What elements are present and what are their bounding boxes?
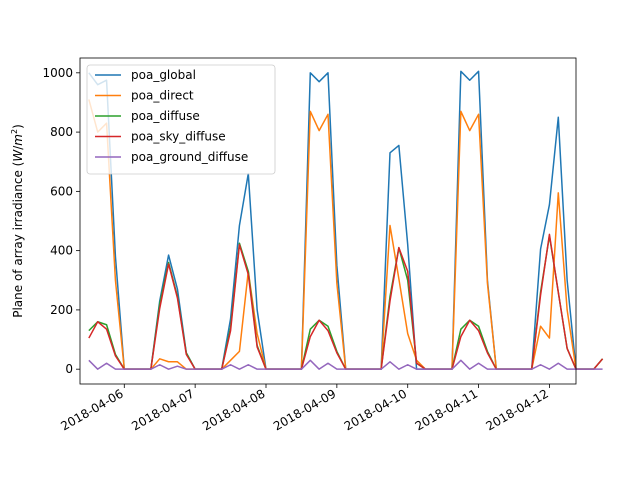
- x-tick-label: 2018-04-09: [271, 386, 338, 433]
- x-tick-label: 2018-04-11: [413, 386, 480, 433]
- y-tick-label: 0: [65, 362, 73, 376]
- x-tick-label: 2018-04-12: [484, 386, 551, 433]
- y-axis: 0 200 400 600 800 1000: [42, 66, 80, 376]
- y-tick-label: 1000: [42, 66, 73, 80]
- x-tick-label: 2018-04-08: [200, 386, 267, 433]
- y-tick-label: 200: [50, 303, 73, 317]
- x-tick-label: 2018-04-06: [58, 386, 125, 433]
- y-axis-label: Plane of array irradiance (W/m2): [10, 124, 25, 318]
- legend-label: poa_direct: [131, 89, 194, 103]
- y-tick-label: 600: [50, 184, 73, 198]
- legend-box: [86, 64, 276, 175]
- legend-label: poa_sky_diffuse: [131, 130, 226, 144]
- x-tick-label: 2018-04-10: [342, 386, 409, 433]
- series-lines: [88, 70, 604, 370]
- series-line-poa-sky-diffuse: [88, 233, 604, 370]
- legend: poa_global poa_direct poa_diffuse poa_sky_d…: [86, 64, 276, 175]
- series-line-poa-diffuse: [88, 235, 604, 370]
- series-line-poa-ground-diffuse: [88, 359, 603, 370]
- x-axis: 2018-04-06 2018-04-07 2018-04-08 2018-04-09…: [58, 384, 551, 433]
- plot-frame: [79, 57, 577, 385]
- y-tick-label: 400: [50, 244, 73, 258]
- legend-label: poa_ground_diffuse: [131, 150, 248, 164]
- x-tick-label: 2018-04-07: [129, 386, 196, 433]
- legend-label: poa_global: [131, 68, 196, 82]
- y-tick-label: 800: [50, 125, 73, 139]
- legend-label: poa_diffuse: [131, 109, 200, 123]
